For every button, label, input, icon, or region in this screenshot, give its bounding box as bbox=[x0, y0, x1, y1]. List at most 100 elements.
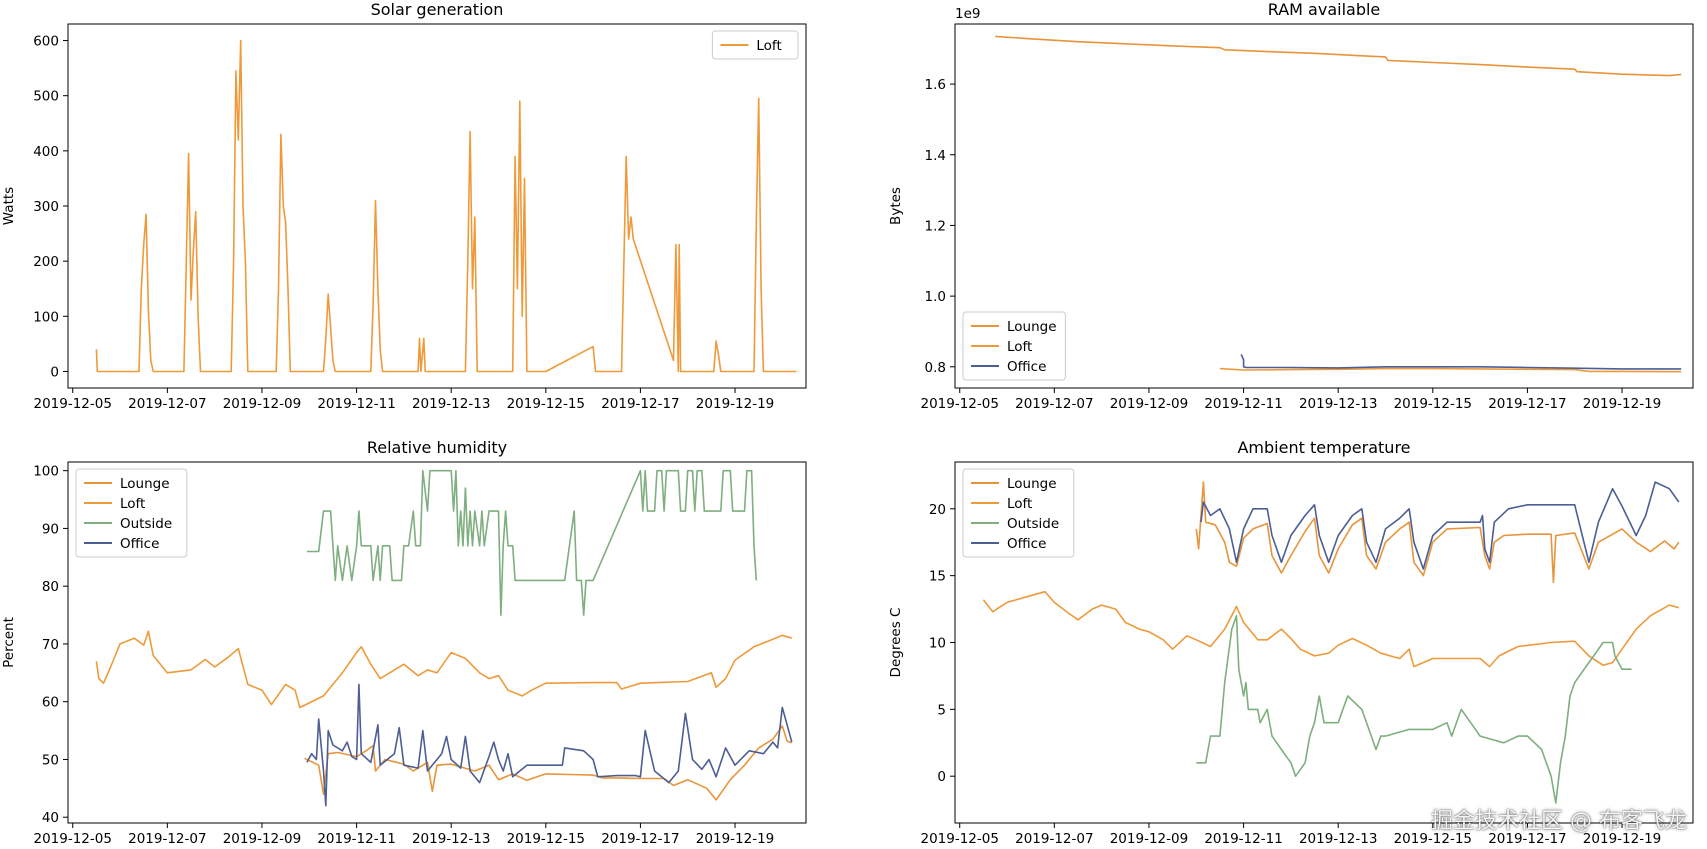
x-tick-label: 2019-12-13 bbox=[1299, 396, 1377, 412]
chart-ram: RAM available 0.8 1.0 1.2 1.4 1.6 2019-12-05 20… bbox=[888, 0, 1694, 412]
series-line-loft bbox=[95, 630, 793, 709]
legend: Lounge Loft Outside Office bbox=[962, 468, 1075, 558]
legend-label-office: Office bbox=[120, 536, 159, 552]
x-tick-label: 2019-12-11 bbox=[317, 396, 395, 412]
x-tick-label: 2019-12-09 bbox=[1110, 831, 1188, 847]
x-tick-label: 2019-12-15 bbox=[1394, 831, 1472, 847]
y-tick-label: 40 bbox=[42, 810, 59, 826]
y-tick-label: 1.6 bbox=[925, 77, 946, 93]
y-tick-label: 0 bbox=[50, 364, 59, 380]
x-tick-label: 2019-12-07 bbox=[1015, 396, 1093, 412]
y-tick-label: 100 bbox=[33, 464, 59, 480]
y-tick-label: 20 bbox=[929, 502, 946, 518]
y-tick-label: 90 bbox=[42, 521, 59, 537]
legend-box bbox=[962, 311, 1066, 381]
x-tick-label: 2019-12-17 bbox=[1488, 831, 1566, 847]
legend-label-loft: Loft bbox=[1007, 339, 1032, 355]
series-line-lounge bbox=[995, 35, 1682, 77]
y-tick-label: 300 bbox=[33, 199, 59, 215]
series-line-office bbox=[1200, 481, 1680, 570]
legend-box bbox=[75, 468, 188, 558]
plot-frame bbox=[67, 23, 807, 389]
series-line-lounge bbox=[304, 725, 793, 801]
series-line-loft bbox=[95, 39, 797, 373]
legend-label-loft: Loft bbox=[1007, 496, 1032, 512]
y-axis-label: Watts bbox=[1, 187, 17, 225]
y-axis-label: Bytes bbox=[888, 187, 904, 225]
legend: Lounge Loft Office bbox=[962, 311, 1066, 381]
x-tick-label: 2019-12-17 bbox=[1488, 396, 1566, 412]
series-line-office bbox=[306, 683, 793, 807]
y-tick-label: 600 bbox=[33, 34, 59, 50]
axis-offset-label: 1e9 bbox=[955, 6, 980, 22]
y-tick-label: 500 bbox=[33, 89, 59, 105]
x-tick-label: 2019-12-19 bbox=[1583, 831, 1661, 847]
legend: Lounge Loft Outside Office bbox=[75, 468, 188, 558]
series-line-office bbox=[1240, 354, 1682, 370]
y-tick-label: 10 bbox=[929, 636, 946, 652]
x-tick-label: 2019-12-19 bbox=[696, 396, 774, 412]
series-line-outside bbox=[1196, 615, 1632, 804]
x-tick-label: 2019-12-05 bbox=[33, 831, 111, 847]
x-tick-label: 2019-12-15 bbox=[507, 831, 585, 847]
chart-humidity: Relative humidity 40 50 60 70 80 90 100 2019-12-… bbox=[1, 438, 807, 847]
y-tick-label: 1.0 bbox=[925, 289, 946, 305]
x-tick-label: 2019-12-07 bbox=[128, 831, 206, 847]
chart-temperature: Ambient temperature 0 5 10 15 20 2019-12-05 201… bbox=[888, 438, 1694, 847]
watermark-text: 掘金技术社区 @ 布客飞龙 bbox=[1431, 809, 1687, 834]
legend-box bbox=[711, 30, 799, 60]
legend-label-lounge: Lounge bbox=[120, 476, 170, 492]
y-tick-label: 80 bbox=[42, 579, 59, 595]
x-tick-label: 2019-12-19 bbox=[696, 831, 774, 847]
series-line-loft bbox=[1219, 367, 1682, 373]
y-tick-label: 70 bbox=[42, 637, 59, 653]
y-tick-label: 200 bbox=[33, 254, 59, 270]
x-tick-label: 2019-12-05 bbox=[33, 396, 111, 412]
x-tick-label: 2019-12-11 bbox=[1204, 831, 1282, 847]
chart-title: Solar generation bbox=[371, 0, 504, 19]
series-line-lounge bbox=[1195, 481, 1680, 584]
legend: Loft bbox=[711, 30, 799, 60]
x-tick-label: 2019-12-13 bbox=[412, 396, 490, 412]
legend-label-office: Office bbox=[1007, 536, 1046, 552]
y-tick-label: 400 bbox=[33, 144, 59, 160]
chart-title: Relative humidity bbox=[367, 438, 507, 457]
x-tick-label: 2019-12-11 bbox=[317, 831, 395, 847]
x-tick-label: 2019-12-07 bbox=[128, 396, 206, 412]
y-tick-label: 0 bbox=[937, 769, 946, 785]
chart-title: RAM available bbox=[1268, 0, 1381, 19]
y-axis-label: Percent bbox=[1, 617, 17, 668]
x-tick-label: 2019-12-19 bbox=[1583, 396, 1661, 412]
y-tick-label: 50 bbox=[42, 752, 59, 768]
y-tick-label: 0.8 bbox=[925, 360, 946, 376]
x-tick-label: 2019-12-09 bbox=[223, 396, 301, 412]
x-tick-label: 2019-12-09 bbox=[1110, 396, 1188, 412]
legend-label-office: Office bbox=[1007, 359, 1046, 375]
y-tick-label: 5 bbox=[937, 702, 946, 718]
legend-label-loft: Loft bbox=[120, 496, 145, 512]
x-tick-label: 2019-12-13 bbox=[1299, 831, 1377, 847]
x-tick-label: 2019-12-05 bbox=[920, 831, 998, 847]
y-tick-label: 60 bbox=[42, 695, 59, 711]
legend-box bbox=[962, 468, 1075, 558]
legend-label-lounge: Lounge bbox=[1007, 319, 1057, 335]
x-tick-label: 2019-12-17 bbox=[601, 831, 679, 847]
series-line-loft bbox=[982, 590, 1680, 668]
plot-frame bbox=[67, 461, 807, 824]
legend-label-loft: Loft bbox=[756, 38, 781, 54]
legend-label-outside: Outside bbox=[1007, 516, 1059, 532]
x-tick-label: 2019-12-05 bbox=[920, 396, 998, 412]
x-tick-label: 2019-12-11 bbox=[1204, 396, 1282, 412]
x-tick-label: 2019-12-15 bbox=[507, 396, 585, 412]
y-tick-label: 1.2 bbox=[925, 218, 946, 234]
y-axis-label: Degrees C bbox=[888, 608, 904, 678]
series-line-outside bbox=[306, 469, 758, 616]
x-tick-label: 2019-12-09 bbox=[223, 831, 301, 847]
legend-label-outside: Outside bbox=[120, 516, 172, 532]
y-tick-label: 15 bbox=[929, 569, 946, 585]
x-tick-label: 2019-12-17 bbox=[601, 396, 679, 412]
x-tick-label: 2019-12-15 bbox=[1394, 396, 1472, 412]
y-tick-label: 100 bbox=[33, 309, 59, 325]
legend-label-lounge: Lounge bbox=[1007, 476, 1057, 492]
